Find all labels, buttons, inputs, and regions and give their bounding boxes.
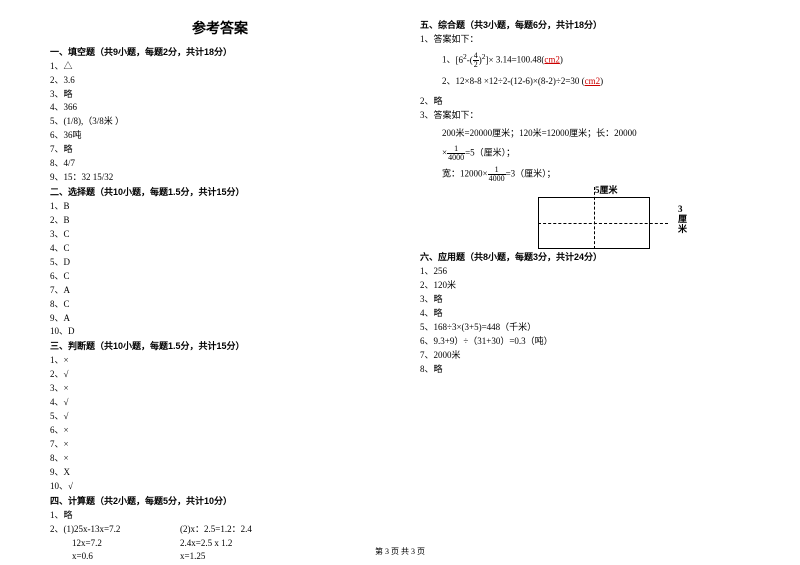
formula-body: [62-(42)2]×: [456, 51, 494, 69]
f2-b: ): [600, 76, 603, 86]
f1-pre: 1、: [442, 54, 456, 64]
f1-d: ]×: [486, 55, 494, 65]
s1-i9: 9、15：32 15/32: [50, 171, 390, 185]
s1-i8: 8、4/7: [50, 157, 390, 171]
s2-i7: 7、A: [50, 284, 390, 298]
s2-i3: 3、C: [50, 228, 390, 242]
s1-i4: 4、366: [50, 101, 390, 115]
s6-i2: 2、120米: [420, 279, 760, 293]
s3-i7: 7、×: [50, 438, 390, 452]
s5-formula-2: 2、12×8-8 ×12÷2-(12-6)×(8-2)÷2=30 (cm2): [420, 75, 760, 89]
right-column: 五、综合题（共3小题，每题6分，共计18分） 1、答案如下： 1、[62-(42…: [410, 18, 760, 564]
s3-i1: 1、×: [50, 354, 390, 368]
rect-box: [538, 197, 650, 249]
s1-i5: 5、(1/8),（3/8米 ）: [50, 115, 390, 129]
s5-l2: ×14000=5（厘米）；: [420, 145, 760, 162]
s6-i7: 7、2000米: [420, 349, 760, 363]
section-5-head: 五、综合题（共3小题，每题6分，共计18分）: [420, 19, 760, 33]
l3a: 宽：12000×: [442, 169, 488, 179]
f1-a: [6: [456, 55, 464, 65]
s6-i6: 6、9.3+9）÷（31+30）=0.3（吨）: [420, 335, 760, 349]
s5-p3: 3、答案如下：: [420, 109, 760, 123]
l3fd: 4000: [488, 175, 506, 183]
s3-i3: 3、×: [50, 382, 390, 396]
s3-i8: 8、×: [50, 452, 390, 466]
f1-unit: cm2: [544, 54, 560, 64]
section-1-head: 一、填空题（共9小题，每题2分，共计18分）: [50, 46, 390, 60]
doc-title: 参考答案: [50, 18, 390, 40]
s1-i2: 2、3.6: [50, 74, 390, 88]
s4-r1a: 2、(1)25x-13x=7.2: [50, 523, 180, 537]
s1-i7: 7、略: [50, 143, 390, 157]
s5-l3: 宽：12000×14000=3（厘米）；: [420, 166, 760, 183]
s2-i2: 2、B: [50, 214, 390, 228]
s6-i1: 1、256: [420, 265, 760, 279]
f1-e: 3.14=100.48(: [494, 54, 545, 64]
s2-i10: 10、D: [50, 325, 390, 339]
s6-i5: 5、168÷3×(3+5)=448（千米）: [420, 321, 760, 335]
l2fd: 4000: [447, 154, 465, 162]
s3-i2: 2、√: [50, 368, 390, 382]
s3-i10: 10、√: [50, 480, 390, 494]
section-3-head: 三、判断题（共10小题，每题1.5分，共计15分）: [50, 340, 390, 354]
s3-i4: 4、√: [50, 396, 390, 410]
l2-frac: 14000: [447, 145, 465, 162]
s1-i1: 1、△: [50, 60, 390, 74]
page-footer: 第 3 页 共 3 页: [0, 546, 800, 557]
s3-i6: 6、×: [50, 424, 390, 438]
s4-i1: 1、略: [50, 509, 390, 523]
rect-label-width: 5厘米: [595, 184, 618, 198]
s2-i1: 1、B: [50, 200, 390, 214]
l2b: =5（厘米）；: [465, 148, 515, 158]
f1-f: ): [560, 54, 563, 64]
s6-i4: 4、略: [420, 307, 760, 321]
left-column: 参考答案 一、填空题（共9小题，每题2分，共计18分） 1、△ 2、3.6 3、…: [50, 18, 410, 564]
s2-i9: 9、A: [50, 312, 390, 326]
s2-i4: 4、C: [50, 242, 390, 256]
l3-frac: 14000: [488, 166, 506, 183]
s2-i8: 8、C: [50, 298, 390, 312]
s2-i5: 5、D: [50, 256, 390, 270]
s5-p2: 2、略: [420, 95, 760, 109]
s3-i5: 5、√: [50, 410, 390, 424]
rectangle-diagram: 5厘米 3厘米: [500, 187, 670, 249]
rect-label-height: 3厘米: [678, 205, 688, 235]
section-4-head: 四、计算题（共2小题，每题5分，共计10分）: [50, 495, 390, 509]
section-2-head: 二、选择题（共10小题，每题1.5分，共计15分）: [50, 186, 390, 200]
f2-unit: cm2: [585, 76, 601, 86]
s4-r1b: (2)x：2.5=1.2：2.4: [180, 523, 252, 537]
s6-i8: 8、略: [420, 363, 760, 377]
s2-i6: 6、C: [50, 270, 390, 284]
l3b: =3（厘米）；: [506, 169, 556, 179]
s6-i3: 3、略: [420, 293, 760, 307]
section-6-head: 六、应用题（共8小题，每题3分，共计24分）: [420, 251, 760, 265]
s5-l1: 200米=20000厘米；120米=12000厘米；长：20000: [420, 127, 760, 141]
page-body: 参考答案 一、填空题（共9小题，每题2分，共计18分） 1、△ 2、3.6 3、…: [0, 0, 800, 564]
s4-row1: 2、(1)25x-13x=7.2 (2)x：2.5=1.2：2.4: [50, 523, 390, 537]
s1-i3: 3、略: [50, 88, 390, 102]
f2-a: 2、12×8-8 ×12÷2-(12-6)×(8-2)÷2=30 (: [442, 76, 585, 86]
s1-i6: 6、36吨: [50, 129, 390, 143]
s3-i9: 9、X: [50, 466, 390, 480]
s5-p1: 1、答案如下：: [420, 33, 760, 47]
s5-formula-1: 1、[62-(42)2]× 3.14=100.48(cm2): [420, 51, 760, 69]
